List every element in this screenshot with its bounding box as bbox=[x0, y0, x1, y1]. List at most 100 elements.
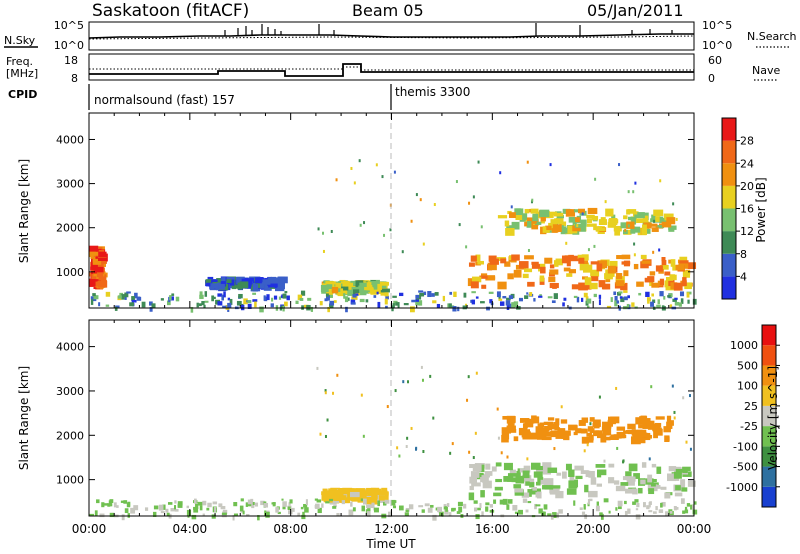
echo-cell bbox=[370, 281, 379, 287]
ground-scatter-cell bbox=[329, 300, 335, 306]
echo-cell bbox=[561, 255, 571, 264]
ground-scatter-cell bbox=[222, 305, 227, 308]
echo-cell bbox=[589, 282, 598, 290]
ground-scatter-cell bbox=[214, 506, 217, 512]
echo-cell bbox=[590, 276, 599, 282]
velocity-colorbar-label: Velocity [m s^-1] bbox=[766, 366, 780, 470]
colorbar-tick-label: 12 bbox=[740, 225, 754, 238]
echo-speck bbox=[659, 179, 662, 183]
echo-cell bbox=[673, 471, 682, 479]
noise-sky-label: N.Sky bbox=[4, 34, 36, 47]
echo-cell bbox=[641, 260, 651, 264]
ground-scatter-cell bbox=[627, 295, 630, 299]
echo-speck bbox=[319, 432, 322, 436]
echo-cell bbox=[540, 266, 546, 274]
ground-scatter-cell bbox=[411, 299, 416, 303]
ground-scatter-cell bbox=[301, 514, 306, 520]
ground-scatter-cell bbox=[673, 506, 677, 511]
ground-scatter-cell bbox=[581, 511, 586, 515]
echo-speck bbox=[561, 225, 564, 229]
freq-label: Freq. bbox=[6, 55, 33, 68]
echo-cell bbox=[661, 257, 666, 262]
echo-speck bbox=[472, 456, 475, 460]
echo-speck bbox=[433, 203, 436, 207]
ground-scatter-cell bbox=[202, 513, 205, 516]
echo-cell bbox=[549, 468, 554, 473]
echo-cell bbox=[485, 463, 491, 470]
ground-scatter-cell bbox=[505, 300, 511, 306]
beam-title: Beam 05 bbox=[352, 1, 424, 20]
echo-cell bbox=[615, 280, 625, 287]
echo-cell bbox=[536, 465, 543, 471]
echo-speck bbox=[398, 454, 401, 458]
echo-cell bbox=[530, 208, 539, 214]
nave-trace bbox=[89, 66, 694, 71]
echo-cell bbox=[548, 276, 556, 283]
echo-speck bbox=[362, 434, 365, 438]
echo-cell bbox=[215, 283, 225, 290]
ground-scatter-cell bbox=[273, 295, 278, 300]
ground-scatter-cell bbox=[623, 296, 628, 301]
echo-speck bbox=[510, 205, 513, 209]
echo-speck bbox=[633, 253, 636, 257]
echo-cell bbox=[623, 215, 628, 220]
echo-cell bbox=[549, 490, 556, 495]
ground-scatter-cell bbox=[202, 500, 207, 506]
echo-cell bbox=[660, 486, 667, 490]
ground-scatter-cell bbox=[151, 303, 156, 309]
echo-cell bbox=[471, 276, 482, 283]
ground-scatter-cell bbox=[199, 505, 203, 511]
echo-cell bbox=[479, 275, 488, 279]
echo-speck bbox=[421, 378, 424, 382]
ground-scatter-cell bbox=[599, 512, 603, 516]
echo-cell bbox=[687, 480, 696, 487]
noise-panel: N.Sky 10^5 10^0 10^5 10^0 N.Search bbox=[4, 19, 797, 52]
echo-cell bbox=[481, 284, 487, 289]
ground-scatter-cell bbox=[92, 293, 96, 297]
ground-scatter-cell bbox=[344, 296, 349, 303]
echo-cell bbox=[666, 415, 672, 422]
echo-cell bbox=[220, 281, 226, 287]
ground-scatter-cell bbox=[524, 295, 529, 299]
echo-cell bbox=[613, 225, 622, 232]
ground-scatter-cell bbox=[477, 507, 481, 511]
echo-cell bbox=[655, 428, 663, 436]
echo-cell bbox=[531, 224, 539, 230]
echo-speck bbox=[317, 227, 320, 231]
ground-scatter-cell bbox=[166, 300, 171, 306]
ground-scatter-cell bbox=[692, 505, 695, 510]
ground-scatter-cell bbox=[434, 292, 439, 296]
ground-scatter-cell bbox=[518, 297, 523, 302]
ground-scatter-cell bbox=[443, 505, 447, 510]
ground-scatter-cell bbox=[193, 507, 199, 513]
ground-scatter-cell bbox=[153, 505, 159, 510]
echo-cell bbox=[682, 270, 691, 278]
ground-scatter-cell bbox=[303, 504, 308, 508]
echo-cell bbox=[491, 466, 497, 472]
ground-scatter-cell bbox=[110, 503, 113, 507]
colorbar-tick-label: -500 bbox=[733, 461, 758, 474]
ground-scatter-cell bbox=[508, 303, 512, 309]
ground-scatter-cell bbox=[502, 295, 507, 299]
ground-scatter-cell bbox=[325, 293, 329, 297]
echo-cell bbox=[651, 214, 656, 222]
echo-cell bbox=[636, 281, 644, 287]
echo-cell bbox=[497, 215, 508, 219]
echo-cell bbox=[536, 491, 542, 499]
time-tick-label: 20:00 bbox=[576, 522, 611, 536]
echo-speck bbox=[583, 449, 586, 453]
echo-speck bbox=[634, 181, 637, 185]
echo-cell bbox=[527, 221, 532, 227]
echo-cell bbox=[221, 277, 226, 285]
echo-speck bbox=[614, 419, 617, 423]
echo-cell bbox=[605, 208, 614, 217]
echo-speck bbox=[586, 443, 589, 447]
cpid-label: CPID bbox=[8, 88, 37, 101]
ground-scatter-cell bbox=[635, 508, 639, 511]
echo-cell bbox=[515, 208, 524, 217]
ground-scatter-cell bbox=[421, 509, 425, 513]
ground-scatter-cell bbox=[445, 506, 448, 512]
echo-speck bbox=[396, 446, 399, 450]
echo-speck bbox=[381, 175, 384, 179]
